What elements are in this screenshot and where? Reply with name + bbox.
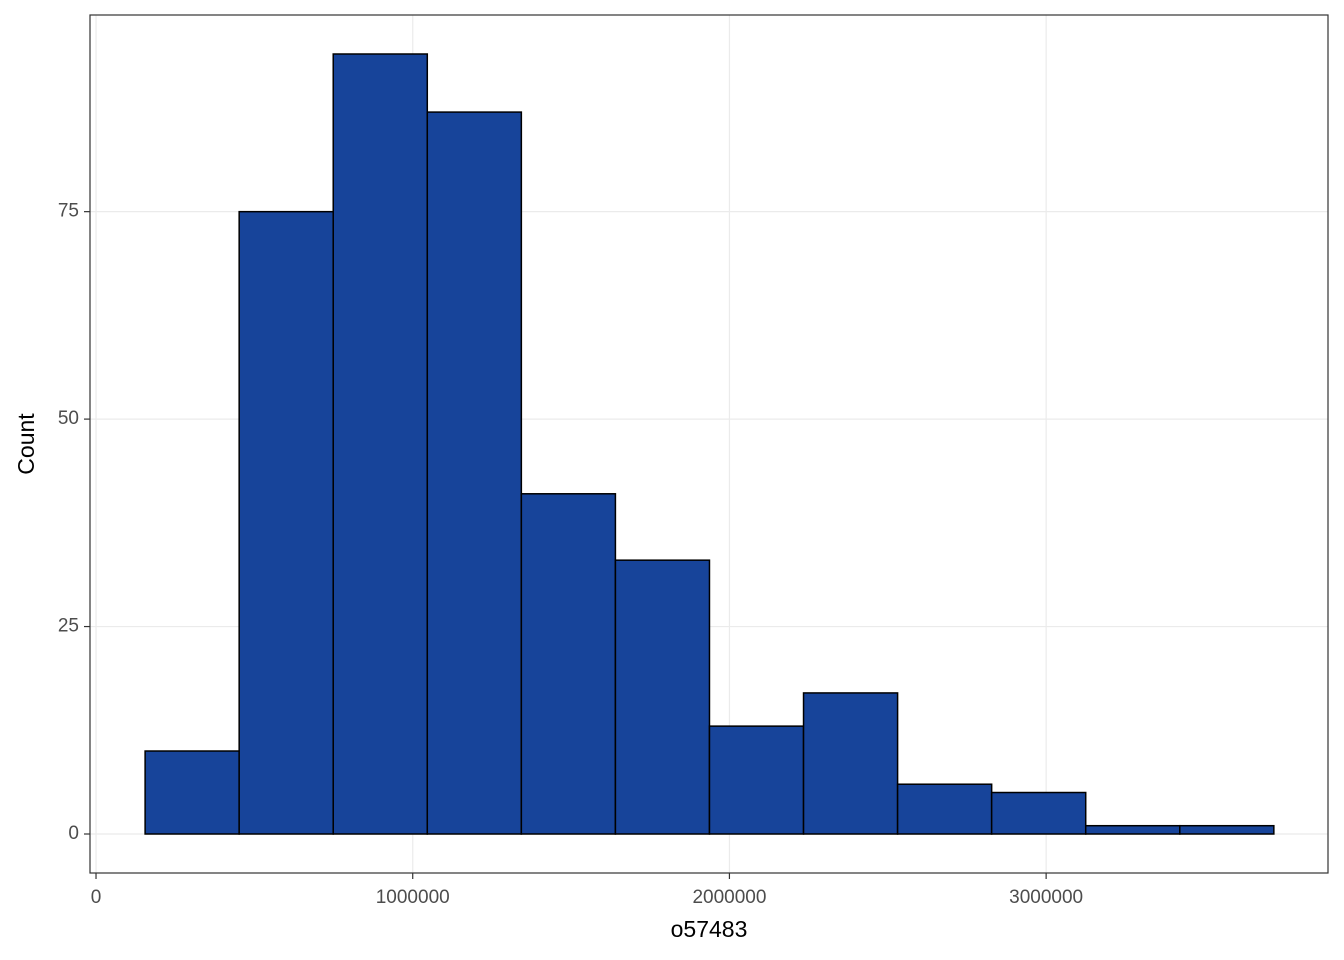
- panel-border: [89, 14, 1329, 874]
- bar: [426, 111, 523, 835]
- y-tick-label: 75: [58, 201, 79, 222]
- bars: [144, 53, 1275, 835]
- bar: [1084, 824, 1181, 835]
- x-tick-label: 1000000: [376, 887, 450, 908]
- bar: [1179, 824, 1275, 835]
- x-axis-title: o57483: [671, 916, 748, 942]
- bar: [520, 493, 617, 835]
- bar: [708, 725, 805, 835]
- x-tick-label: 3000000: [1009, 887, 1083, 908]
- bar: [238, 210, 334, 835]
- y-tick-label: 50: [58, 408, 79, 429]
- bar: [614, 559, 711, 835]
- x-tick-label: 0: [91, 887, 102, 908]
- y-axis-title: Count: [13, 413, 39, 475]
- bar: [144, 750, 240, 835]
- bar: [990, 791, 1087, 835]
- bar: [896, 783, 993, 835]
- y-tick-label: 25: [58, 616, 79, 637]
- bar: [332, 53, 429, 835]
- bar: [802, 692, 899, 835]
- x-tick-label: 2000000: [692, 887, 766, 908]
- y-tick-label: 0: [68, 823, 79, 844]
